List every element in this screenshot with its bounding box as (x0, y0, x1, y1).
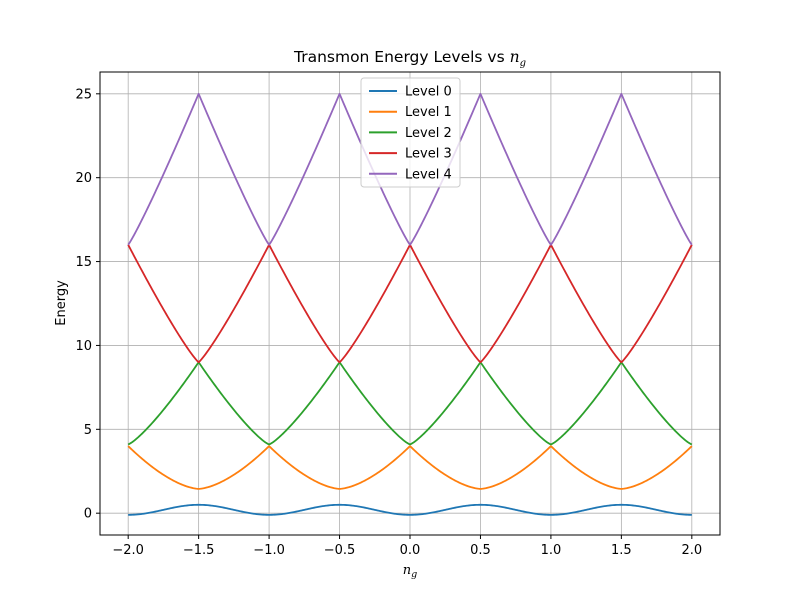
x-axis-label: ng (403, 563, 417, 580)
legend-box (360, 77, 461, 188)
x-tick-label: −2.0 (112, 543, 144, 558)
series-line-level-2 (127, 361, 693, 446)
x-tick-label: −1.0 (253, 543, 285, 558)
x-tick-label: 1.0 (541, 543, 562, 558)
y-tick-label: 15 (75, 255, 92, 270)
x-tick-label: 1.5 (611, 543, 632, 558)
legend: Level 0 Level 1 Level 2 Level 3 Level 4 (360, 77, 461, 188)
chart-title: Transmon Energy Levels vs ng (293, 48, 526, 69)
legend-label: Level 4 (405, 167, 452, 182)
x-tick-label: 0.5 (470, 543, 491, 558)
legend-label: Level 3 (405, 147, 452, 162)
x-tick-label: −0.5 (324, 543, 356, 558)
y-tick-label: 0 (84, 507, 92, 522)
y-tick-label: 10 (75, 339, 92, 354)
x-tick-label: −1.5 (183, 543, 215, 558)
series-line-level-4 (127, 92, 693, 246)
legend-label: Level 1 (405, 105, 452, 120)
legend-label: Level 2 (405, 126, 452, 141)
x-tick-label: 2.0 (681, 543, 702, 558)
series-line-level-0 (128, 503, 692, 516)
y-tick-label: 20 (75, 171, 92, 186)
y-tick-label: 5 (84, 423, 92, 438)
x-tick-label: 0.0 (400, 543, 421, 558)
y-axis-label: Energy (54, 280, 69, 326)
series-line-level-1 (127, 445, 693, 490)
legend-label: Level 0 (405, 85, 452, 100)
y-tick-label: 25 (75, 87, 92, 102)
